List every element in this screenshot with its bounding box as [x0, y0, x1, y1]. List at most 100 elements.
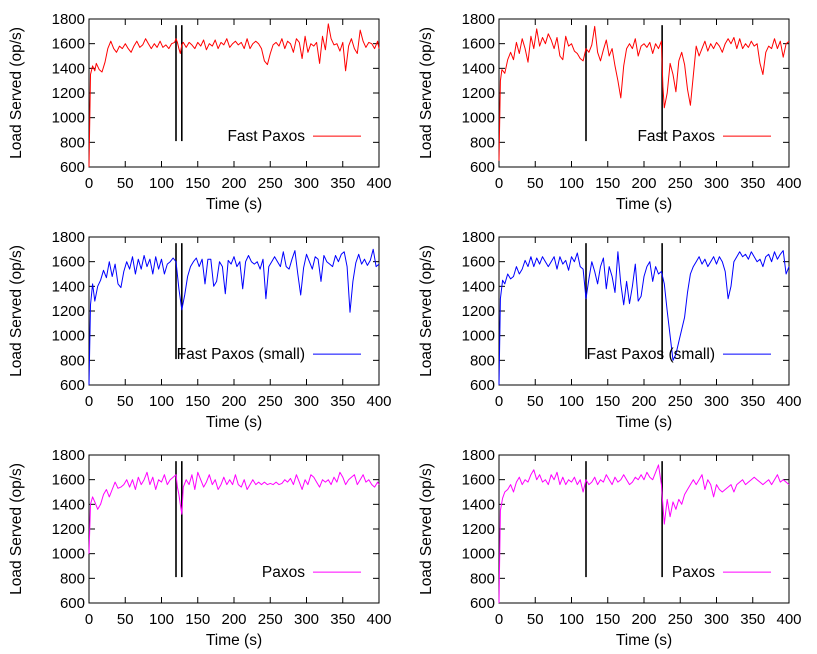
y-tick-label: 1800	[462, 447, 495, 464]
x-tick-label: 100	[149, 175, 174, 192]
y-tick-label: 800	[470, 352, 495, 369]
x-tick-label: 150	[185, 393, 210, 410]
x-tick-label: 350	[740, 175, 765, 192]
y-tick-label: 1800	[462, 11, 495, 28]
x-tick-label: 100	[559, 175, 584, 192]
y-tick-label: 1200	[462, 303, 495, 320]
legend-label: Paxos	[672, 564, 715, 581]
x-tick-label: 300	[704, 175, 729, 192]
y-axis-title: Load Served (op/s)	[418, 463, 435, 595]
series-line	[498, 25, 790, 161]
x-tick-label: 250	[258, 175, 283, 192]
x-tick-label: 150	[595, 175, 620, 192]
x-tick-label: 250	[668, 393, 693, 410]
x-tick-label: 50	[117, 393, 134, 410]
panel-5: 600 800 1000 1200 1400 1600 1800 0 50 100 150 200 25…	[8, 447, 392, 649]
y-tick-label: 1400	[462, 496, 495, 513]
x-tick-label: 0	[495, 393, 503, 410]
y-tick-label: 1600	[52, 36, 85, 53]
y-tick-label: 1400	[52, 496, 85, 513]
series-line	[88, 248, 380, 386]
x-tick-label: 0	[85, 175, 93, 192]
x-tick-label: 200	[221, 611, 246, 628]
y-axis-title: Load Served (op/s)	[8, 463, 25, 595]
legend-label: Fast Paxos (small)	[177, 346, 305, 363]
legend-label: Fast Paxos	[637, 128, 715, 145]
y-tick-label: 600	[60, 595, 85, 612]
y-tick-label: 800	[470, 134, 495, 151]
y-tick-label: 1000	[462, 328, 495, 345]
x-axis-title: Time (s)	[206, 632, 262, 649]
x-axis-title: Time (s)	[616, 196, 672, 213]
x-tick-label: 300	[294, 611, 319, 628]
panel-6: 600 800 1000 1200 1400 1600 1800 0 50 100 150 200 25…	[418, 447, 802, 649]
x-tick-label: 100	[149, 393, 174, 410]
y-tick-label: 1800	[52, 11, 85, 28]
y-tick-label: 800	[60, 570, 85, 587]
x-axis-title: Time (s)	[206, 196, 262, 213]
legend-label: Fast Paxos	[227, 128, 305, 145]
x-tick-label: 400	[366, 393, 391, 410]
y-tick-label: 1400	[462, 278, 495, 295]
y-tick-label: 1600	[52, 254, 85, 271]
x-tick-label: 50	[527, 175, 544, 192]
x-tick-label: 350	[330, 175, 355, 192]
panel-3: 600 800 1000 1200 1400 1600 1800 0 50 100 150 200 25…	[8, 229, 392, 431]
x-tick-label: 0	[495, 611, 503, 628]
x-tick-label: 350	[330, 611, 355, 628]
x-tick-label: 200	[631, 611, 656, 628]
plot-frame	[88, 454, 380, 604]
x-axis-title: Time (s)	[616, 414, 672, 431]
y-tick-label: 1000	[462, 110, 495, 127]
y-tick-label: 1000	[52, 110, 85, 127]
y-axis-title: Load Served (op/s)	[418, 27, 435, 159]
x-tick-label: 0	[495, 175, 503, 192]
legend-label: Fast Paxos (small)	[587, 346, 715, 363]
x-tick-label: 250	[668, 611, 693, 628]
x-tick-label: 250	[258, 611, 283, 628]
y-axis-title: Load Served (op/s)	[418, 245, 435, 377]
y-tick-label: 1400	[462, 60, 495, 77]
y-tick-label: 600	[60, 377, 85, 394]
x-tick-label: 150	[185, 611, 210, 628]
x-tick-label: 50	[117, 611, 134, 628]
x-tick-label: 0	[85, 393, 93, 410]
legend-label: Paxos	[262, 564, 305, 581]
x-tick-label: 200	[221, 393, 246, 410]
x-tick-label: 350	[740, 393, 765, 410]
x-tick-label: 350	[740, 611, 765, 628]
x-tick-label: 150	[595, 393, 620, 410]
y-tick-label: 1800	[462, 229, 495, 246]
x-tick-label: 50	[117, 175, 134, 192]
y-tick-label: 1400	[52, 278, 85, 295]
y-tick-label: 1400	[52, 60, 85, 77]
x-tick-label: 300	[294, 393, 319, 410]
y-axis-title: Load Served (op/s)	[8, 245, 25, 377]
y-axis-title: Load Served (op/s)	[8, 27, 25, 159]
series-line	[88, 23, 380, 168]
y-tick-label: 600	[470, 377, 495, 394]
y-tick-label: 1600	[462, 472, 495, 489]
y-tick-label: 1600	[52, 472, 85, 489]
x-tick-label: 300	[704, 393, 729, 410]
series-line	[88, 471, 380, 554]
y-tick-label: 1000	[52, 546, 85, 563]
x-tick-label: 200	[631, 175, 656, 192]
x-tick-label: 100	[559, 393, 584, 410]
x-axis-title: Time (s)	[616, 632, 672, 649]
x-axis-title: Time (s)	[206, 414, 262, 431]
y-tick-label: 800	[60, 134, 85, 151]
y-tick-label: 1200	[462, 521, 495, 538]
y-tick-label: 800	[470, 570, 495, 587]
x-tick-label: 100	[559, 611, 584, 628]
y-tick-label: 1200	[462, 85, 495, 102]
x-tick-label: 400	[776, 393, 801, 410]
y-tick-label: 1600	[462, 254, 495, 271]
x-tick-label: 200	[631, 393, 656, 410]
x-tick-label: 300	[294, 175, 319, 192]
y-tick-label: 1800	[52, 229, 85, 246]
x-tick-label: 400	[366, 611, 391, 628]
y-tick-label: 1200	[52, 85, 85, 102]
x-tick-label: 100	[149, 611, 174, 628]
